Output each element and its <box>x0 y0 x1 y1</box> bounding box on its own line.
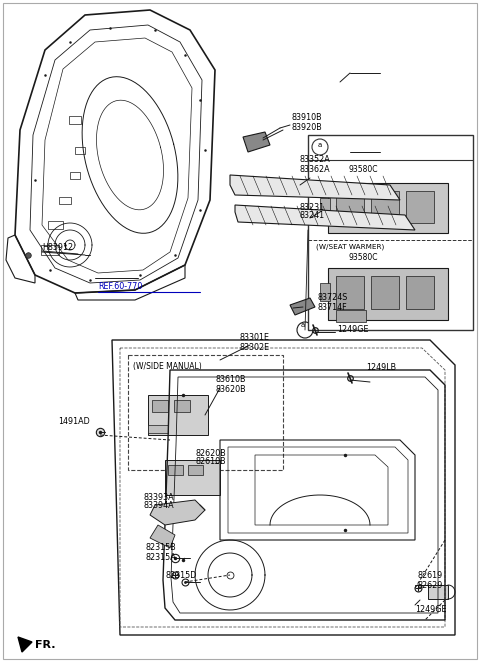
Bar <box>320 283 330 301</box>
Bar <box>165 460 220 495</box>
Text: 83920B: 83920B <box>292 122 323 132</box>
Bar <box>308 135 473 330</box>
Bar <box>59 197 71 203</box>
Bar <box>148 425 168 433</box>
Bar <box>428 585 448 599</box>
Text: 1249GE: 1249GE <box>415 606 446 614</box>
Text: 1491AD: 1491AD <box>58 418 90 426</box>
Polygon shape <box>18 637 32 652</box>
Text: 83301E: 83301E <box>240 334 270 342</box>
Text: 82619: 82619 <box>418 571 443 581</box>
Bar <box>371 191 399 223</box>
Text: 83610B: 83610B <box>215 375 245 385</box>
Text: 83394A: 83394A <box>143 502 174 510</box>
Bar <box>371 276 399 309</box>
Text: 93580C: 93580C <box>348 253 378 262</box>
Bar <box>70 171 80 179</box>
Text: 82610B: 82610B <box>195 457 226 467</box>
Polygon shape <box>150 525 175 548</box>
Text: FR.: FR. <box>35 640 56 650</box>
Bar <box>41 245 59 255</box>
Text: 83393A: 83393A <box>143 493 174 502</box>
Bar <box>406 191 434 223</box>
Bar <box>69 116 81 124</box>
Text: 82315D: 82315D <box>165 571 196 581</box>
Bar <box>336 276 364 309</box>
Text: 83714F: 83714F <box>318 303 348 312</box>
Text: H83912: H83912 <box>42 244 73 252</box>
Bar <box>75 146 85 154</box>
Text: (W/SEAT WARMER): (W/SEAT WARMER) <box>316 243 384 250</box>
Bar <box>328 268 448 320</box>
Text: 82620B: 82620B <box>195 448 226 457</box>
Text: 83241: 83241 <box>300 211 325 220</box>
Bar <box>336 191 364 223</box>
Bar <box>174 400 190 412</box>
Text: 1249GE: 1249GE <box>337 326 369 334</box>
Text: (W/SIDE MANUAL): (W/SIDE MANUAL) <box>133 362 202 371</box>
Text: 83362A: 83362A <box>300 164 331 173</box>
Text: 83231: 83231 <box>300 203 325 211</box>
Text: a: a <box>301 322 305 328</box>
Text: 82315A: 82315A <box>145 553 176 561</box>
Text: 83724S: 83724S <box>318 293 348 303</box>
Bar <box>168 465 183 475</box>
Text: REF.60-770: REF.60-770 <box>98 282 143 291</box>
Text: 83910B: 83910B <box>292 113 323 122</box>
Polygon shape <box>150 500 205 525</box>
Bar <box>128 355 283 470</box>
Text: 1249LB: 1249LB <box>366 363 396 373</box>
Polygon shape <box>230 175 400 200</box>
Bar <box>406 276 434 309</box>
Bar <box>320 198 330 216</box>
Text: 83620B: 83620B <box>215 385 246 393</box>
Bar <box>48 221 62 229</box>
Text: 83302E: 83302E <box>240 342 270 352</box>
Bar <box>148 395 208 435</box>
Text: 93580C: 93580C <box>348 165 378 174</box>
Bar <box>336 310 366 322</box>
Polygon shape <box>235 205 415 230</box>
Text: 83352A: 83352A <box>300 156 331 164</box>
Bar <box>188 465 203 475</box>
Bar <box>328 183 448 233</box>
Polygon shape <box>243 132 270 152</box>
Bar <box>152 400 168 412</box>
Polygon shape <box>290 298 315 315</box>
Text: 82315B: 82315B <box>145 544 176 553</box>
Text: 82629: 82629 <box>418 581 444 589</box>
Text: a: a <box>318 142 322 148</box>
